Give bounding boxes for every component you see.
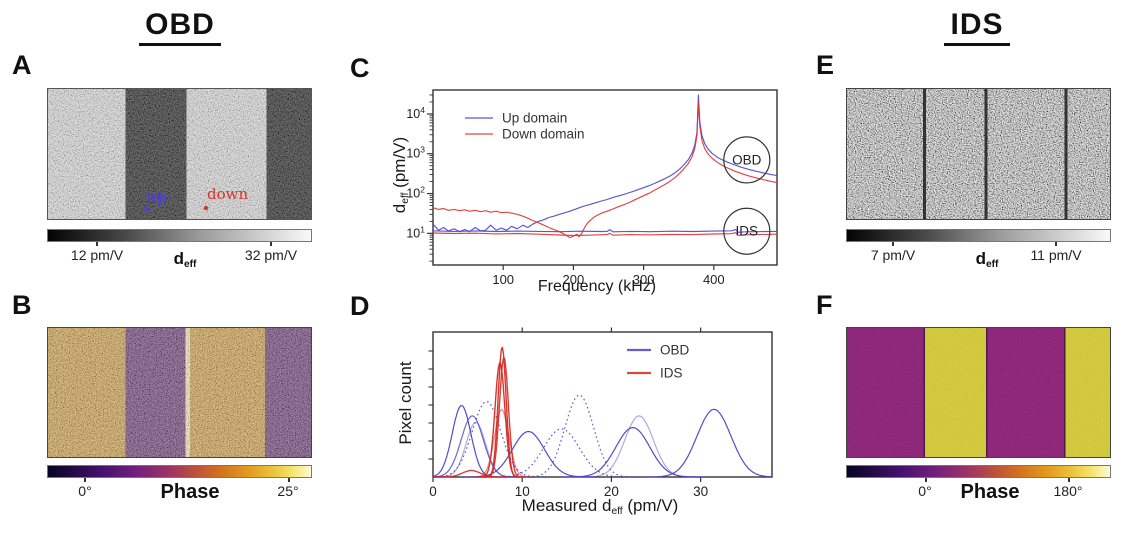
legend-label: IDS <box>660 366 683 381</box>
ids-phase-colorbar <box>846 465 1111 478</box>
ids-column-title: IDS <box>902 8 1052 46</box>
colorbar-tick <box>288 478 290 482</box>
colorbar-tick <box>925 478 927 482</box>
obd-column-title: OBD <box>105 8 255 46</box>
obd-phase-image <box>47 327 312 458</box>
obd-colorbar-max-label: 32 pm/V <box>244 247 298 263</box>
histogram-curve-obd <box>579 415 698 478</box>
panel-label-f: F <box>816 290 833 320</box>
ids-phase-colorbar-title: Phase <box>960 481 1020 503</box>
domain-wall-line <box>984 88 988 220</box>
series-ids-down-domain <box>432 232 778 237</box>
legend-label: Up domain <box>502 111 567 126</box>
x-tick-label: 100 <box>492 272 514 287</box>
colorbar-tick <box>84 478 86 482</box>
obd-phase-colorbar <box>47 465 312 478</box>
up-marker-label: up <box>146 188 167 206</box>
ids-deff-image <box>846 88 1111 220</box>
ids-deff-colorbar <box>846 229 1111 242</box>
histogram-curve-obd <box>642 408 772 478</box>
image-border <box>846 88 1111 220</box>
ids-colorbar-max-label: 11 pm/V <box>1030 247 1082 263</box>
colorbar-tick <box>892 242 894 246</box>
obd-deff-colorbar <box>47 229 312 242</box>
image-border <box>47 327 312 458</box>
colorbar-tick <box>270 242 272 246</box>
x-tick-label: 400 <box>703 272 725 287</box>
obd-phase-min-label: 0° <box>78 483 92 499</box>
image-border <box>47 88 312 220</box>
annotation-circle-obd <box>723 136 771 184</box>
colorbar-tick <box>1068 478 1070 482</box>
obd-deff-image: up down <box>47 88 312 220</box>
series-ids-up-domain <box>432 229 778 233</box>
obd-phase-colorbar-title: Phase <box>160 481 220 503</box>
ids-colorbar-title: deff <box>975 249 999 270</box>
ids-phase-image <box>846 327 1111 458</box>
image-noise <box>47 327 312 458</box>
histogram-curve-obd <box>434 421 517 478</box>
chart-d-xlabel: Measured deff (pm/V) <box>521 496 679 517</box>
up-marker-dot <box>144 206 150 212</box>
obd-phase-max-label: 25° <box>277 483 299 499</box>
down-marker-label: down <box>207 185 248 203</box>
ids-phase-max-label: 180° <box>1053 483 1083 499</box>
series-obd-up-domain <box>432 94 778 233</box>
down-marker-dot <box>203 205 209 211</box>
colorbar-tick <box>96 242 98 246</box>
series-obd-down-domain <box>432 101 778 239</box>
obd-colorbar-min-label: 12 pm/V <box>70 247 124 263</box>
panel-label-d: D <box>350 291 370 321</box>
panel-label-b: B <box>12 290 32 320</box>
domain-wall-line <box>923 88 926 220</box>
histogram-curve-obd <box>561 427 703 478</box>
histogram-curve-obd <box>519 394 639 478</box>
colorbar-tick <box>1055 242 1057 246</box>
panel-label-e: E <box>816 50 835 80</box>
chart-d-ylabel: Pixel count <box>396 361 415 445</box>
image-noise <box>846 88 1111 220</box>
annotation-label: IDS <box>736 224 759 239</box>
ids-colorbar-min-label: 7 pm/V <box>870 247 916 263</box>
legend-label: Down domain <box>502 127 585 142</box>
x-tick-label: 30 <box>693 484 708 499</box>
x-tick-label: 10 <box>515 484 530 499</box>
annotation-label: OBD <box>732 152 762 167</box>
histogram-curve-ids <box>485 357 523 478</box>
chart-c-xlabel: Frequency (kHz) <box>537 278 657 295</box>
panel-label-c: C <box>350 53 370 83</box>
chart-c-ylabel: deff (pm/V) <box>390 136 411 214</box>
plot-box <box>432 331 773 478</box>
domain-wall-line <box>1064 88 1068 220</box>
deff-histogram-chart: 0 10 20 30 OBD IDS <box>428 327 773 499</box>
image-noise <box>47 88 312 220</box>
annotation-circle-ids <box>723 207 771 255</box>
legend-label: OBD <box>660 343 690 358</box>
histogram-curve-ids <box>433 469 508 478</box>
plot-box <box>432 89 778 266</box>
image-border <box>846 327 1111 458</box>
image-noise <box>846 327 1111 458</box>
obd-colorbar-title: deff <box>173 249 197 270</box>
x-tick-label: 200 <box>563 272 585 287</box>
panel-label-a: A <box>12 50 32 80</box>
ids-phase-min-label: 0° <box>918 483 932 499</box>
x-tick-label: 300 <box>633 272 655 287</box>
x-tick-label: 0 <box>429 484 437 499</box>
histogram-curve-ids <box>471 408 532 478</box>
x-tick-label: 20 <box>604 484 619 499</box>
